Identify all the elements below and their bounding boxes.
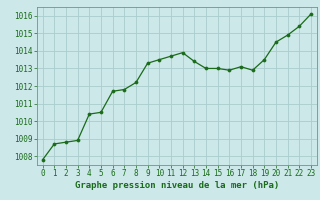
X-axis label: Graphe pression niveau de la mer (hPa): Graphe pression niveau de la mer (hPa) — [75, 181, 279, 190]
